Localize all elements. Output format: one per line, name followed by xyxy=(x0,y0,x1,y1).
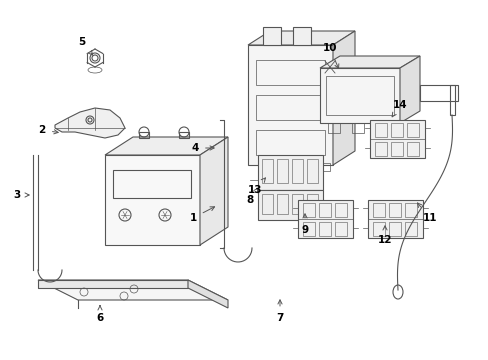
Bar xyxy=(419,85,457,101)
Polygon shape xyxy=(105,137,227,155)
Bar xyxy=(276,194,287,214)
Bar xyxy=(388,222,400,236)
Bar xyxy=(372,203,384,217)
Bar xyxy=(327,123,339,133)
Bar xyxy=(404,203,416,217)
Text: 1: 1 xyxy=(189,207,214,223)
Bar xyxy=(291,194,303,214)
Polygon shape xyxy=(38,280,187,288)
Bar xyxy=(303,222,314,236)
Text: 11: 11 xyxy=(417,203,436,223)
Bar xyxy=(375,123,387,133)
Bar xyxy=(256,130,325,155)
Bar xyxy=(325,76,393,115)
Polygon shape xyxy=(258,190,323,220)
Text: 14: 14 xyxy=(391,100,407,117)
Bar xyxy=(351,123,363,133)
Bar xyxy=(179,132,189,138)
Polygon shape xyxy=(55,108,125,138)
Text: 8: 8 xyxy=(246,188,257,205)
Text: 2: 2 xyxy=(38,125,58,135)
Polygon shape xyxy=(369,120,424,158)
Bar xyxy=(318,203,330,217)
Bar xyxy=(334,203,346,217)
Bar xyxy=(260,163,273,171)
Text: 3: 3 xyxy=(13,190,29,200)
Polygon shape xyxy=(319,68,399,123)
Bar xyxy=(306,194,317,214)
Bar xyxy=(334,222,346,236)
Bar xyxy=(256,95,325,120)
Bar xyxy=(318,222,330,236)
Bar xyxy=(262,159,272,183)
Bar xyxy=(406,142,418,156)
Polygon shape xyxy=(332,31,354,165)
Text: 12: 12 xyxy=(377,226,391,245)
Bar xyxy=(276,159,287,183)
Polygon shape xyxy=(247,45,332,165)
Bar xyxy=(388,203,400,217)
Bar xyxy=(306,159,317,183)
Polygon shape xyxy=(247,31,354,45)
Polygon shape xyxy=(263,27,281,45)
Text: 4: 4 xyxy=(191,143,214,153)
Bar xyxy=(390,123,402,137)
Bar xyxy=(404,222,416,236)
Polygon shape xyxy=(38,280,227,300)
Polygon shape xyxy=(292,27,310,45)
Bar xyxy=(303,203,314,217)
Bar xyxy=(256,60,325,85)
Bar xyxy=(390,142,402,156)
Bar xyxy=(406,123,418,137)
Bar xyxy=(372,222,384,236)
Bar xyxy=(374,142,386,156)
Bar xyxy=(287,163,302,171)
Bar xyxy=(374,123,386,137)
Polygon shape xyxy=(187,280,227,308)
Bar xyxy=(291,159,303,183)
Bar xyxy=(139,132,149,138)
Text: 5: 5 xyxy=(78,37,92,55)
Polygon shape xyxy=(399,56,419,123)
Polygon shape xyxy=(258,155,323,190)
Text: 7: 7 xyxy=(276,300,283,323)
Polygon shape xyxy=(319,56,419,68)
Polygon shape xyxy=(200,137,227,245)
Text: 10: 10 xyxy=(322,43,338,68)
Text: 6: 6 xyxy=(96,306,103,323)
Bar xyxy=(449,85,454,115)
Text: 13: 13 xyxy=(247,178,265,195)
Bar xyxy=(315,163,329,171)
Bar xyxy=(113,170,191,198)
Text: 9: 9 xyxy=(301,214,308,235)
Polygon shape xyxy=(367,200,422,238)
Polygon shape xyxy=(297,200,352,238)
Bar xyxy=(262,194,272,214)
Polygon shape xyxy=(105,155,200,245)
